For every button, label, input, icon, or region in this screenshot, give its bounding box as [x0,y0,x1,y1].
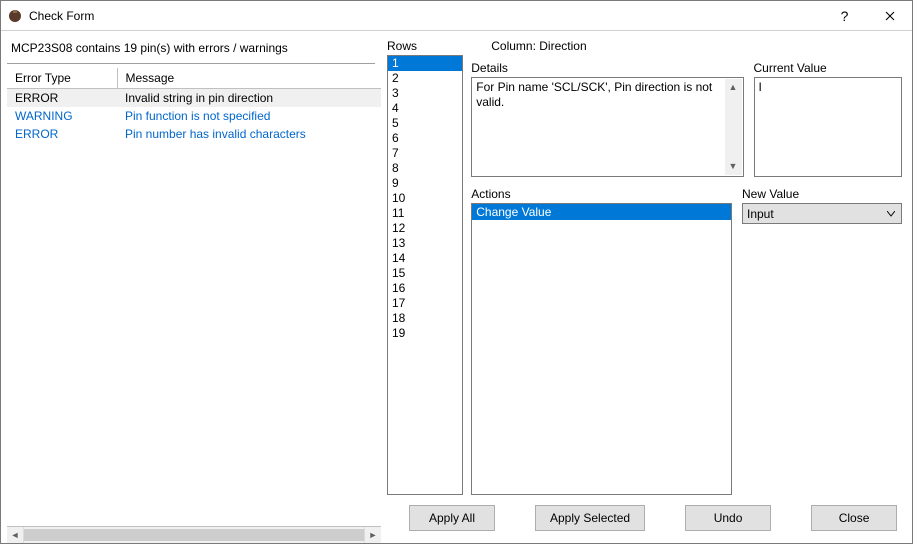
actions-label: Actions [471,185,732,201]
scroll-up-icon[interactable]: ▲ [725,79,742,96]
button-row: Apply All Apply Selected Undo Close [387,495,902,535]
current-value-label: Current Value [754,59,902,75]
window-title: Check Form [29,9,94,23]
content: MCP23S08 contains 19 pin(s) with errors … [1,31,912,543]
titlebar: Check Form ? [1,1,912,31]
column-prefix: Column: [491,39,539,53]
scroll-thumb[interactable] [24,529,364,541]
list-item[interactable]: 18 [388,311,462,326]
table-row[interactable]: ERRORInvalid string in pin direction [7,89,381,108]
mid-column: Column: Direction Details For Pin name '… [471,37,902,495]
rows-listbox[interactable]: 12345678910111213141516171819 [387,55,463,495]
list-item[interactable]: 2 [388,71,462,86]
list-item[interactable]: 16 [388,281,462,296]
errors-table-container: Error Type Message ERRORInvalid string i… [7,68,381,526]
upper-section: Rows 12345678910111213141516171819 Colum… [387,37,902,495]
error-message-cell: Pin number has invalid characters [117,125,381,143]
details-vscrollbar[interactable]: ▲ ▼ [725,79,742,175]
list-item[interactable]: 17 [388,296,462,311]
scroll-down-icon[interactable]: ▼ [725,158,742,175]
scroll-right-icon[interactable]: ► [364,527,381,543]
undo-button[interactable]: Undo [685,505,771,531]
current-value-input[interactable]: I [754,77,902,177]
scroll-left-icon[interactable]: ◄ [7,527,24,543]
list-item[interactable]: 14 [388,251,462,266]
details-block: Details For Pin name 'SCL/SCK', Pin dire… [471,59,743,177]
left-pane: MCP23S08 contains 19 pin(s) with errors … [1,31,381,543]
apply-selected-button[interactable]: Apply Selected [535,505,645,531]
list-item[interactable]: 13 [388,236,462,251]
list-item[interactable]: 7 [388,146,462,161]
summary-text: MCP23S08 contains 19 pin(s) with errors … [7,37,381,63]
details-label: Details [471,59,743,75]
column-value: Direction [539,39,586,53]
errors-hscrollbar[interactable]: ◄ ► [7,526,381,543]
new-value-label: New Value [742,185,902,201]
app-icon [7,8,23,24]
list-item[interactable]: 1 [388,56,462,71]
col-message[interactable]: Message [117,68,381,89]
column-line: Column: Direction [471,37,902,59]
list-item[interactable]: 5 [388,116,462,131]
list-item[interactable]: 3 [388,86,462,101]
list-item[interactable]: 9 [388,176,462,191]
actions-row: Actions Change Value New Value Input [471,185,902,495]
list-item[interactable]: 15 [388,266,462,281]
rows-column: Rows 12345678910111213141516171819 [387,37,463,495]
help-button[interactable]: ? [822,1,867,31]
actions-block: Actions Change Value [471,185,732,495]
list-item[interactable]: 10 [388,191,462,206]
right-pane: Rows 12345678910111213141516171819 Colum… [381,31,912,543]
list-item[interactable]: 6 [388,131,462,146]
details-row: Details For Pin name 'SCL/SCK', Pin dire… [471,59,902,177]
current-value-text: I [759,80,762,94]
new-value-selected: Input [747,207,774,221]
list-item[interactable]: 4 [388,101,462,116]
list-item[interactable]: 8 [388,161,462,176]
list-item[interactable]: 11 [388,206,462,221]
list-item[interactable]: Change Value [472,204,731,220]
separator [7,63,375,64]
new-value-block: New Value Input [742,185,902,495]
rows-label: Rows [387,37,463,53]
error-message-cell: Invalid string in pin direction [117,89,381,108]
error-type-cell: ERROR [7,125,117,143]
list-item[interactable]: 19 [388,326,462,341]
details-textarea[interactable]: For Pin name 'SCL/SCK', Pin direction is… [471,77,743,177]
error-type-cell: WARNING [7,107,117,125]
close-window-button[interactable] [867,1,912,31]
chevron-down-icon [882,204,899,223]
details-text: For Pin name 'SCL/SCK', Pin direction is… [476,80,712,109]
col-error-type[interactable]: Error Type [7,68,117,89]
current-value-block: Current Value I [754,59,902,177]
list-item[interactable]: 12 [388,221,462,236]
table-row[interactable]: WARNINGPin function is not specified [7,107,381,125]
table-row[interactable]: ERRORPin number has invalid characters [7,125,381,143]
close-button[interactable]: Close [811,505,897,531]
apply-all-button[interactable]: Apply All [409,505,495,531]
error-message-cell: Pin function is not specified [117,107,381,125]
errors-table[interactable]: Error Type Message ERRORInvalid string i… [7,68,381,143]
error-type-cell: ERROR [7,89,117,108]
new-value-combo[interactable]: Input [742,203,902,224]
actions-listbox[interactable]: Change Value [471,203,732,495]
